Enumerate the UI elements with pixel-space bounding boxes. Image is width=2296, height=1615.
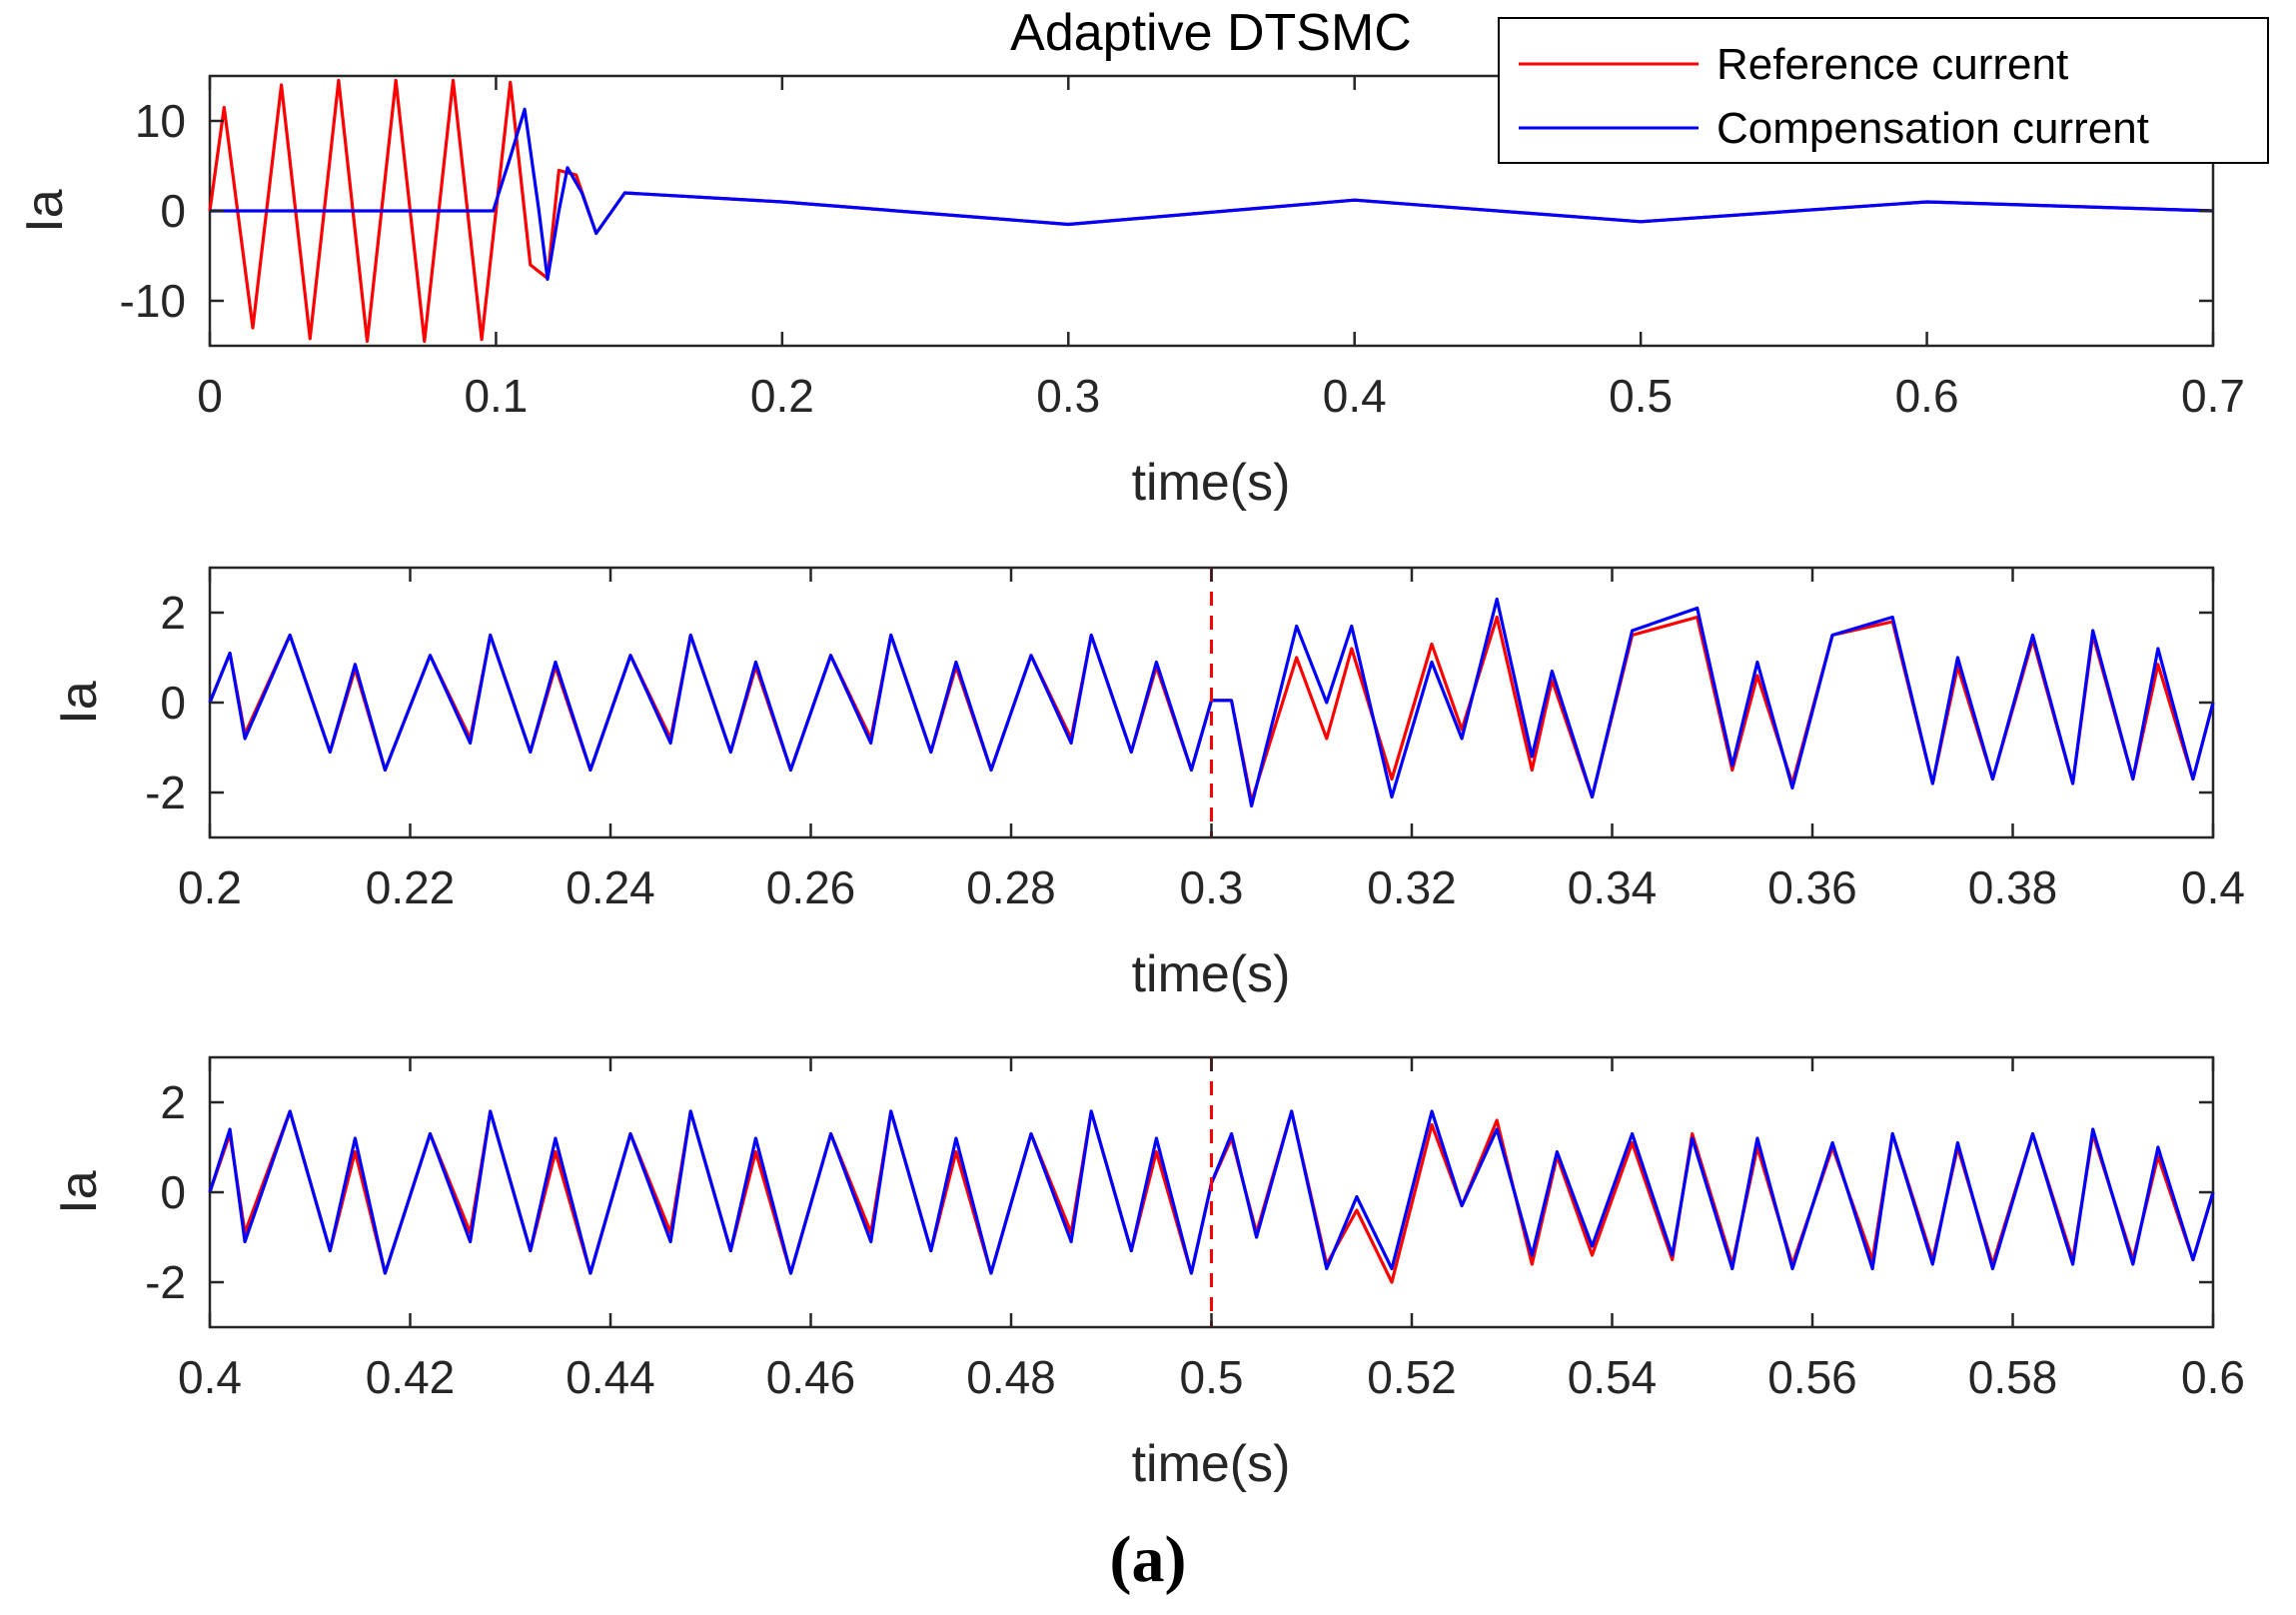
figure-caption: (a) — [1110, 1523, 1187, 1596]
y-axis-label: Ia — [50, 681, 108, 724]
x-tick-label: 0.2 — [178, 861, 242, 913]
x-tick-label: 0.26 — [766, 861, 856, 913]
x-tick-label: 0.32 — [1367, 861, 1457, 913]
legend-box — [1498, 17, 2269, 164]
series-group — [208, 1057, 2215, 1327]
x-tick-label: 0.28 — [966, 861, 1056, 913]
legend-label-compensation: Compensation current — [1717, 104, 2149, 153]
x-tick-label: 0.56 — [1767, 1351, 1857, 1403]
legend: Reference current Compensation current — [1498, 17, 2269, 164]
x-tick-label: 0.3 — [1180, 861, 1244, 913]
y-tick-label: -10 — [120, 275, 186, 327]
x-tick-label: 0.58 — [1968, 1351, 2058, 1403]
x-tick-label: 0.52 — [1367, 1351, 1457, 1403]
x-tick-label: 0.38 — [1968, 861, 2058, 913]
x-tick-label: 0.36 — [1767, 861, 1857, 913]
x-axis-label: time(s) — [1132, 454, 1291, 512]
y-tick-label: -2 — [145, 1256, 186, 1308]
x-tick-label: 0.6 — [1895, 370, 1959, 422]
x-tick-label: 0.54 — [1568, 1351, 1658, 1403]
y-axis-label: Ia — [16, 189, 74, 232]
x-tick-label: 0.6 — [2181, 1351, 2245, 1403]
y-tick-label: 2 — [160, 587, 186, 639]
x-tick-label: 0.3 — [1036, 370, 1100, 422]
series-group — [208, 568, 2215, 837]
y-tick-label: 2 — [160, 1076, 186, 1128]
chart-title: Adaptive DTSMC — [1010, 4, 1412, 62]
series-line-compensation — [210, 107, 2214, 281]
x-tick-label: 0.4 — [2181, 861, 2245, 913]
tick-group: 0.2 0.22 0.24 0.26 0.28 0.3 0.32 0.34 0.36 0.38 0.… — [145, 568, 2245, 913]
legend-label-reference: Reference current — [1717, 40, 2068, 89]
series-group — [208, 78, 2214, 344]
x-tick-label: 0.7 — [2181, 370, 2245, 422]
x-axis-label: time(s) — [1132, 945, 1291, 1003]
y-tick-label: 10 — [135, 95, 186, 147]
x-tick-label: 0.22 — [366, 861, 456, 913]
x-axis-label: time(s) — [1132, 1435, 1291, 1493]
x-tick-label: 0.4 — [178, 1351, 242, 1403]
x-tick-label: 0 — [197, 370, 223, 422]
x-tick-label: 0.24 — [566, 861, 655, 913]
x-tick-label: 0.48 — [966, 1351, 1056, 1403]
y-tick-label: 0 — [160, 185, 186, 237]
x-tick-label: 0.2 — [750, 370, 814, 422]
x-tick-label: 0.1 — [464, 370, 528, 422]
tick-group: 0.4 0.42 0.44 0.46 0.48 0.5 0.52 0.54 0.56 0.58 0.… — [145, 1057, 2245, 1403]
x-tick-label: 0.4 — [1323, 370, 1387, 422]
y-axis-label: Ia — [50, 1170, 108, 1213]
x-tick-label: 0.46 — [766, 1351, 856, 1403]
x-tick-label: 0.44 — [566, 1351, 655, 1403]
chart-panel-overview: Adaptive DTSMC time(s) Ia 0 0.1 0.2 0.3 0.4 0… — [16, 4, 2269, 512]
y-tick-label: 0 — [160, 677, 186, 729]
chart-panel-zoom-0-3: time(s) Ia 0.2 0.22 0.24 0.26 0.28 0.3 0.32 0.3… — [50, 566, 2245, 1003]
x-tick-label: 0.5 — [1180, 1351, 1244, 1403]
x-tick-label: 0.34 — [1568, 861, 1658, 913]
chart-panel-zoom-0-5: time(s) Ia 0.4 0.42 0.44 0.46 0.48 0.5 0.52 0.5… — [50, 1055, 2245, 1493]
x-tick-label: 0.42 — [366, 1351, 456, 1403]
y-tick-label: 0 — [160, 1166, 186, 1218]
x-tick-label: 0.5 — [1609, 370, 1673, 422]
y-tick-label: -2 — [145, 767, 186, 818]
series-line-compensation — [208, 597, 2215, 808]
